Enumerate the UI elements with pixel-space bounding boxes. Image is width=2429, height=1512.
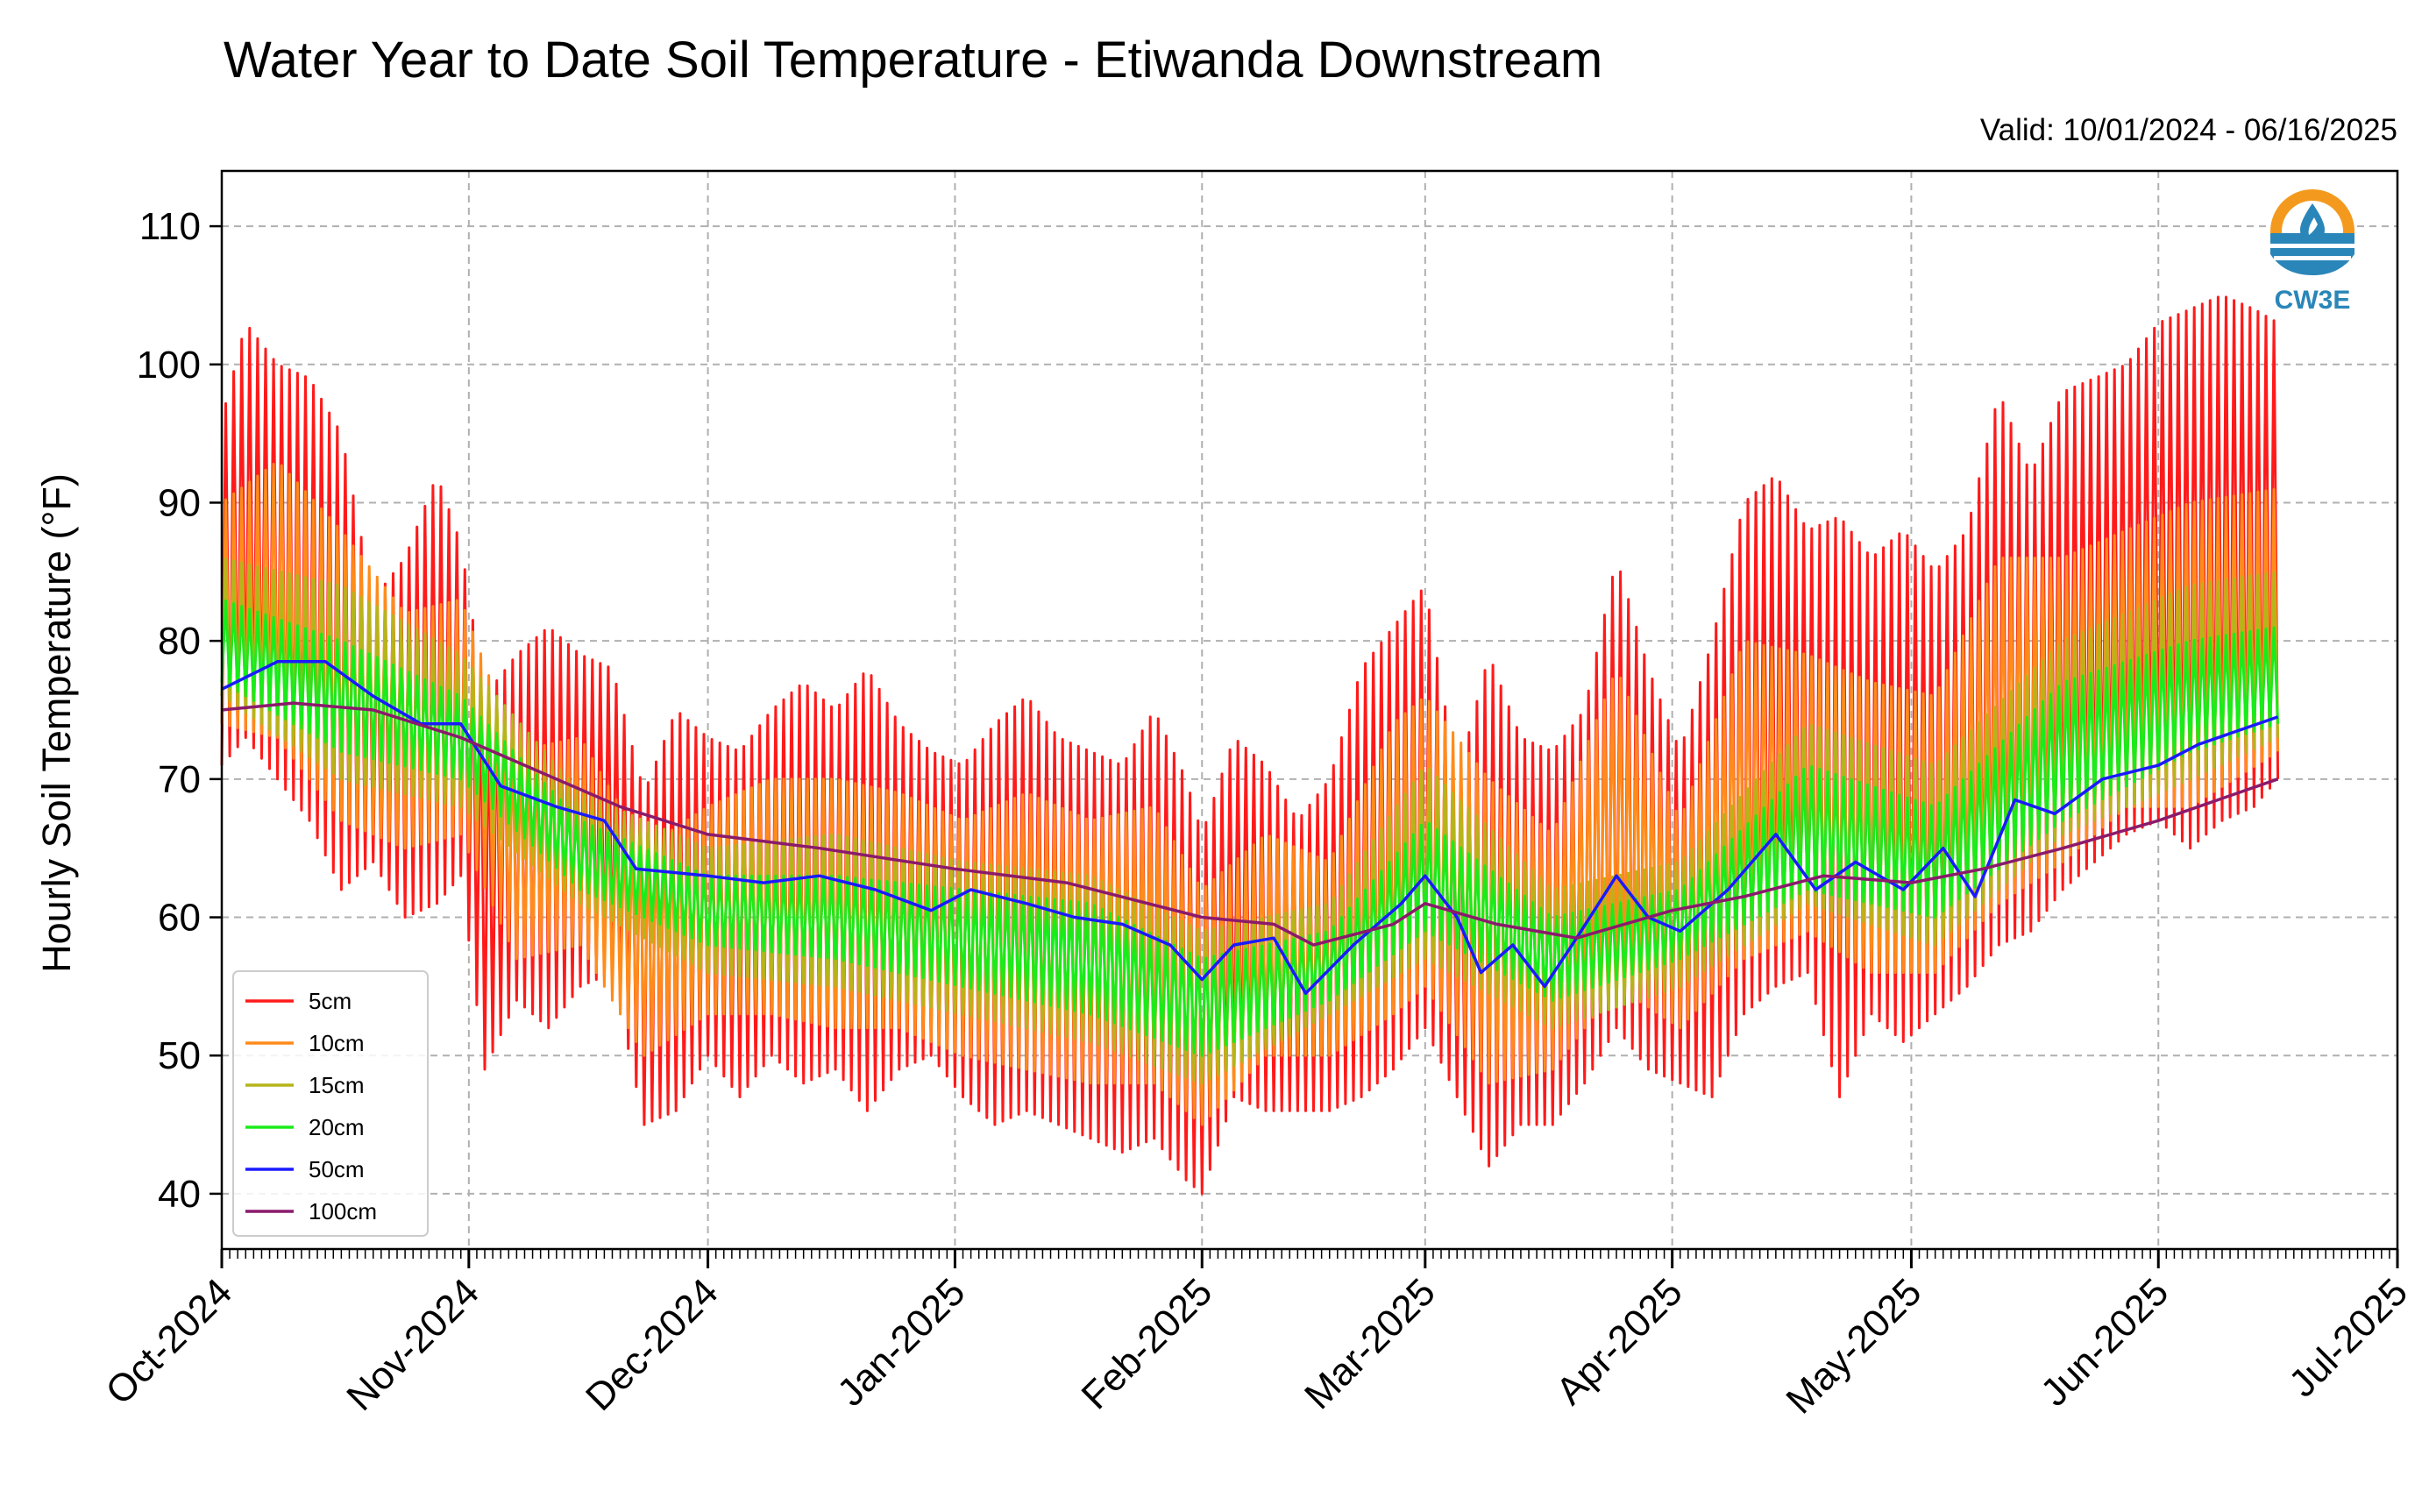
series-line-5cm [220, 295, 2280, 1196]
y-tick-label: 80 [158, 620, 201, 663]
y-tick-label: 50 [158, 1034, 201, 1077]
y-tick-label: 110 [139, 205, 201, 248]
x-tick-label: Jan-2025 [829, 1270, 973, 1414]
chart-subtitle: Valid: 10/01/2024 - 06/16/2025 [1980, 113, 2397, 147]
series-line-15cm [220, 557, 2280, 1085]
legend-label-10cm: 10cm [309, 1030, 365, 1056]
x-tick-label: Jun-2025 [2033, 1270, 2177, 1414]
x-tick-label: May-2025 [1778, 1270, 1929, 1422]
x-tick-label: Feb-2025 [1073, 1270, 1220, 1417]
y-tick-label: 90 [158, 481, 201, 524]
x-tick-label: Jul-2025 [2281, 1270, 2416, 1405]
series-line-100cm [221, 701, 2279, 947]
series-line-10cm [220, 463, 2280, 1126]
logo-text: CW3E [2275, 286, 2351, 315]
plot-area [220, 295, 2280, 1196]
chart-title: Water Year to Date Soil Temperature - Et… [224, 32, 1602, 89]
x-tick-label: Mar-2025 [1296, 1270, 1444, 1417]
legend-label-15cm: 15cm [309, 1072, 365, 1098]
x-tick-label: Nov-2024 [338, 1270, 487, 1419]
legend: 5cm 10cm 15cm 20cm 50cm 100cm [232, 970, 429, 1237]
y-tick-label: 100 [137, 344, 201, 387]
y-axis-label: Hourly Soil Temperature (°F) [34, 473, 79, 973]
y-tick-label: 70 [158, 758, 201, 801]
legend-label-50cm: 50cm [309, 1156, 365, 1182]
y-tick-label: 40 [158, 1173, 201, 1216]
plot-frame [220, 169, 2399, 1251]
cw3e-logo: CW3E [2270, 189, 2354, 315]
legend-label-100cm: 100cm [309, 1198, 377, 1225]
x-tick-label: Dec-2024 [578, 1270, 727, 1419]
x-tick-label: Apr-2025 [1548, 1270, 1691, 1413]
legend-label-20cm: 20cm [309, 1114, 365, 1140]
legend-label-5cm: 5cm [309, 988, 352, 1014]
series-line-20cm [220, 599, 2280, 1057]
y-tick-label: 60 [158, 897, 201, 940]
x-tick-label: Oct-2024 [97, 1270, 240, 1413]
